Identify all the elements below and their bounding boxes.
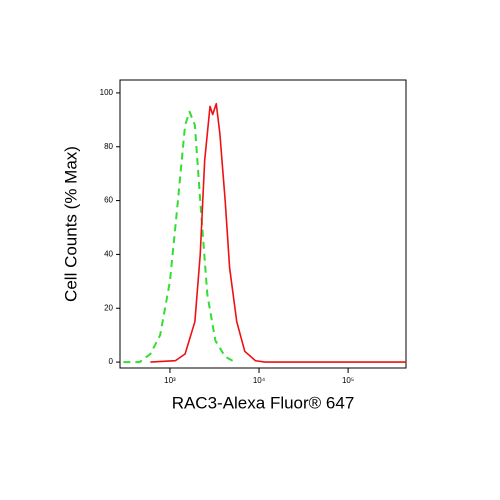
series-line — [150, 102, 406, 363]
x-tick-label: 10⁴ — [253, 376, 266, 385]
y-tick-label: 80 — [104, 142, 113, 151]
y-tick-label: 20 — [104, 303, 113, 312]
y-tick-label: 40 — [104, 250, 113, 259]
x-tick-label: 10³ — [164, 376, 176, 385]
x-tick-label: 10⁵ — [342, 376, 354, 385]
y-tick-label: 60 — [104, 196, 113, 205]
y-tick-label: 0 — [109, 357, 114, 366]
y-tick-label: 100 — [100, 88, 114, 97]
x-axis-title: RAC3-Alexa Fluor® 647 — [172, 393, 355, 412]
series-line — [123, 110, 236, 364]
plot-frame — [119, 79, 407, 369]
y-axis-title: Cell Counts (% Max) — [61, 146, 80, 302]
